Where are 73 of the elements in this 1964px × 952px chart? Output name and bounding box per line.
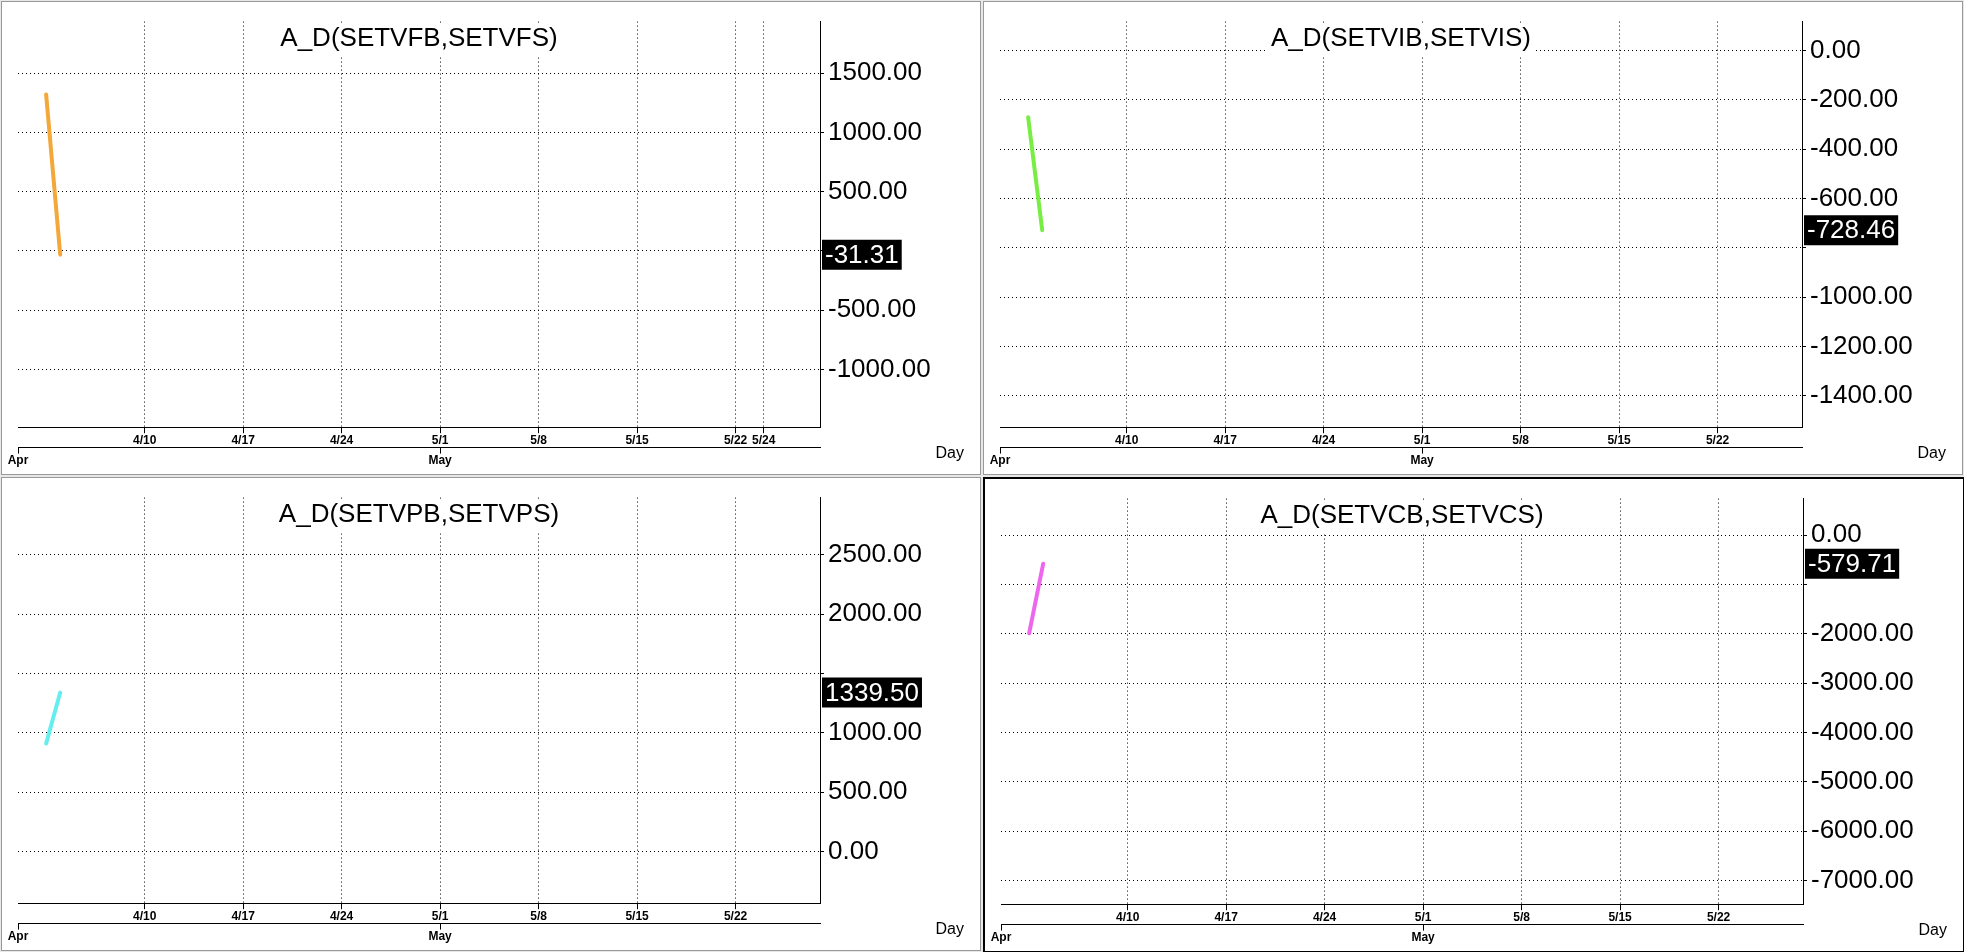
x-axis-title: Day — [935, 444, 964, 462]
x-axis-title: Day — [935, 920, 964, 938]
x2-tick-label: May — [1411, 930, 1436, 945]
x-tick-label: 4/10 — [1114, 432, 1139, 447]
x-tick-label: 5/8 — [530, 908, 548, 923]
x-tick-label: 4/17 — [1213, 432, 1238, 447]
y-tick-label: 1500.00 — [828, 56, 922, 87]
y-tick-label: -400.00 — [1810, 132, 1899, 163]
x-axis-title: Day — [1917, 444, 1946, 462]
x2-tick-label: May — [428, 929, 453, 944]
y-tick-label: -1400.00 — [1810, 378, 1913, 409]
x2-tick-label: Apr — [989, 453, 1011, 468]
x-tick-label: 5/24 — [752, 432, 776, 447]
y-tick-label: -3000.00 — [1811, 666, 1914, 697]
y-tick-label: 0.00 — [828, 834, 879, 865]
x-tick-label: 4/10 — [1115, 909, 1140, 924]
y-tick-label: 1000.00 — [828, 716, 922, 747]
y-tick-label: -200.00 — [1810, 83, 1899, 114]
x-axis-title: Day — [1918, 921, 1947, 939]
y-tick-label: -500.00 — [828, 293, 917, 324]
x-tick-label: 4/24 — [1312, 909, 1337, 924]
y-tick-label: 0.00 — [1811, 518, 1862, 549]
x-tick-label: 4/17 — [231, 908, 256, 923]
y-tick-label: 1000.00 — [828, 115, 922, 146]
y-tick-label: 2000.00 — [828, 597, 922, 628]
chart-title: A_D(SETVFB,SETVFS) — [280, 21, 558, 52]
x-tick-label: 4/24 — [329, 908, 354, 923]
x-tick-label: 4/17 — [1214, 909, 1239, 924]
y-tick-label: 500.00 — [828, 775, 908, 806]
x-tick-label: 4/17 — [231, 432, 256, 447]
y-tick-label: -1000.00 — [828, 352, 931, 383]
chart-title: A_D(SETVCB,SETVCS) — [1260, 498, 1544, 529]
x-tick-label: 4/10 — [132, 432, 157, 447]
x-tick-label: 5/1 — [1414, 909, 1432, 924]
x-tick-label: 5/15 — [1607, 432, 1632, 447]
x-tick-label: 5/22 — [723, 432, 748, 447]
y-tick-label: -2000.00 — [1811, 616, 1914, 647]
x-tick-label: 5/8 — [1513, 909, 1531, 924]
x-tick-label: 5/22 — [1706, 909, 1731, 924]
x-tick-label: 5/8 — [1512, 432, 1530, 447]
x-tick-label: 5/22 — [723, 908, 748, 923]
text: -579.71 — [1808, 547, 1897, 578]
y-tick-label: 500.00 — [828, 174, 908, 205]
x-tick-label: 5/8 — [530, 432, 548, 447]
x-tick-label: 5/1 — [431, 908, 449, 923]
text: 1339.50 — [825, 676, 919, 707]
x-tick-label: 5/22 — [1705, 432, 1730, 447]
x2-tick-label: May — [1410, 453, 1435, 468]
y-tick-label: -7000.00 — [1811, 863, 1914, 894]
x2-tick-label: May — [428, 453, 453, 468]
x-tick-label: 4/24 — [1311, 432, 1336, 447]
x2-tick-label: Apr — [990, 930, 1012, 945]
x-tick-label: 5/1 — [1413, 432, 1431, 447]
x-tick-label: 5/15 — [625, 908, 650, 923]
x-tick-label: 5/15 — [625, 432, 650, 447]
x2-tick-label: Apr — [7, 453, 29, 468]
x-tick-label: 5/15 — [1608, 909, 1633, 924]
x2-tick-label: Apr — [7, 929, 29, 944]
text: -31.31 — [825, 238, 899, 269]
y-tick-label: -1000.00 — [1810, 280, 1913, 311]
y-tick-label: -6000.00 — [1811, 814, 1914, 845]
chart-title: A_D(SETVIB,SETVIS) — [1270, 21, 1532, 52]
x-tick-label: 4/24 — [329, 432, 354, 447]
y-tick-label: -1200.00 — [1810, 329, 1913, 360]
y-tick-label: -600.00 — [1810, 181, 1899, 212]
chart-title: A_D(SETVPB,SETVPS) — [278, 497, 560, 528]
text: -728.46 — [1807, 214, 1896, 245]
y-tick-label: 2500.00 — [828, 538, 922, 569]
y-tick-label: 0.00 — [1810, 33, 1861, 64]
x-tick-label: 4/10 — [132, 908, 157, 923]
y-tick-label: -4000.00 — [1811, 715, 1914, 746]
y-tick-label: -5000.00 — [1811, 764, 1914, 795]
x-tick-label: 5/1 — [431, 432, 449, 447]
